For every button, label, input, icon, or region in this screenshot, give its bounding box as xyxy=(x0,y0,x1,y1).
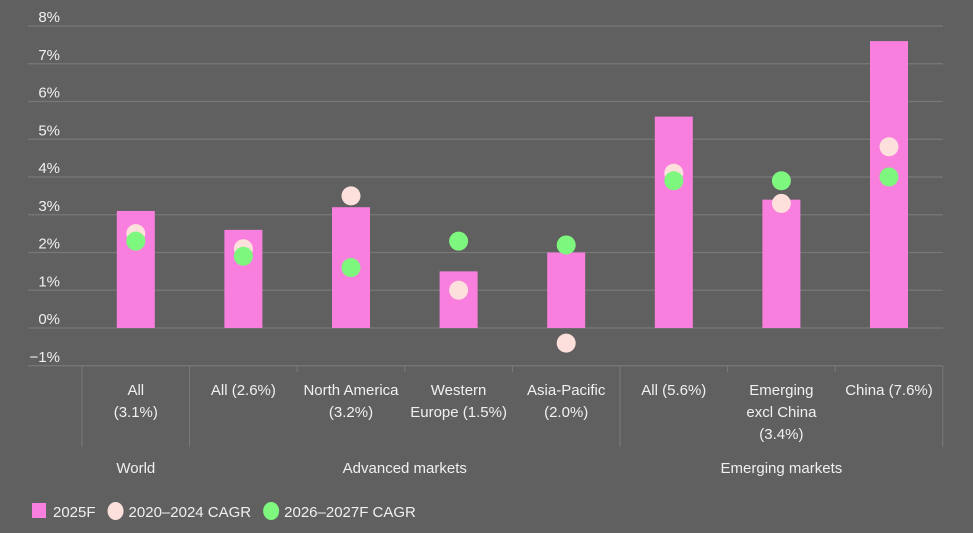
y-tick-label: 5% xyxy=(38,122,60,139)
y-tick-label: 3% xyxy=(38,198,60,215)
bar-2025F xyxy=(654,116,693,328)
y-tick-label: 4% xyxy=(38,160,60,177)
dot-2020–2024 CAGR xyxy=(449,280,469,300)
y-tick-label: −1% xyxy=(30,349,60,366)
category-label: All (5.6%) xyxy=(641,382,706,399)
category-label: Emerging excl China (3.4%) xyxy=(746,382,817,443)
legend-swatch-bar xyxy=(32,503,46,518)
dot-2026–2027F CAGR xyxy=(449,231,469,251)
category-label: All (3.1%) xyxy=(114,382,158,421)
dot-2026–2027F CAGR xyxy=(879,167,899,187)
bar-2025F xyxy=(547,252,586,328)
dot-2026–2027F CAGR xyxy=(233,246,253,266)
y-tick-label: 8% xyxy=(38,9,60,26)
y-tick-label: 2% xyxy=(38,236,60,253)
dot-2026–2027F CAGR xyxy=(556,235,576,255)
y-tick-label: 7% xyxy=(38,47,60,64)
category-label: All (2.6%) xyxy=(211,382,276,399)
category-label: China (7.6%) xyxy=(845,382,933,399)
category-label: Asia-Pacific (2.0%) xyxy=(527,382,606,421)
dot-2020–2024 CAGR xyxy=(771,193,791,213)
legend-label: 2026–2027F CAGR xyxy=(284,504,416,521)
legend-label: 2020–2024 CAGR xyxy=(129,504,252,521)
y-tick-label: 6% xyxy=(38,85,60,102)
category-label: North America (3.2%) xyxy=(303,382,399,421)
group-label: World xyxy=(116,460,155,477)
y-tick-label: 0% xyxy=(38,311,60,328)
dot-2026–2027F CAGR xyxy=(341,258,361,278)
category-label: Western Europe (1.5%) xyxy=(410,382,507,421)
dot-2026–2027F CAGR xyxy=(126,231,146,251)
y-tick-label: 1% xyxy=(38,273,60,290)
dot-2020–2024 CAGR xyxy=(879,137,899,157)
legend-label: 2025F xyxy=(53,504,96,521)
dot-2020–2024 CAGR xyxy=(556,333,576,353)
bar-2025F xyxy=(762,199,801,328)
dot-2026–2027F CAGR xyxy=(664,171,684,191)
group-label: Advanced markets xyxy=(343,460,467,477)
dot-2020–2024 CAGR xyxy=(341,186,361,206)
legend-swatch-dot xyxy=(263,502,280,520)
group-label: Emerging markets xyxy=(721,460,843,477)
legend-swatch-dot xyxy=(107,502,124,520)
dot-2026–2027F CAGR xyxy=(771,171,791,191)
